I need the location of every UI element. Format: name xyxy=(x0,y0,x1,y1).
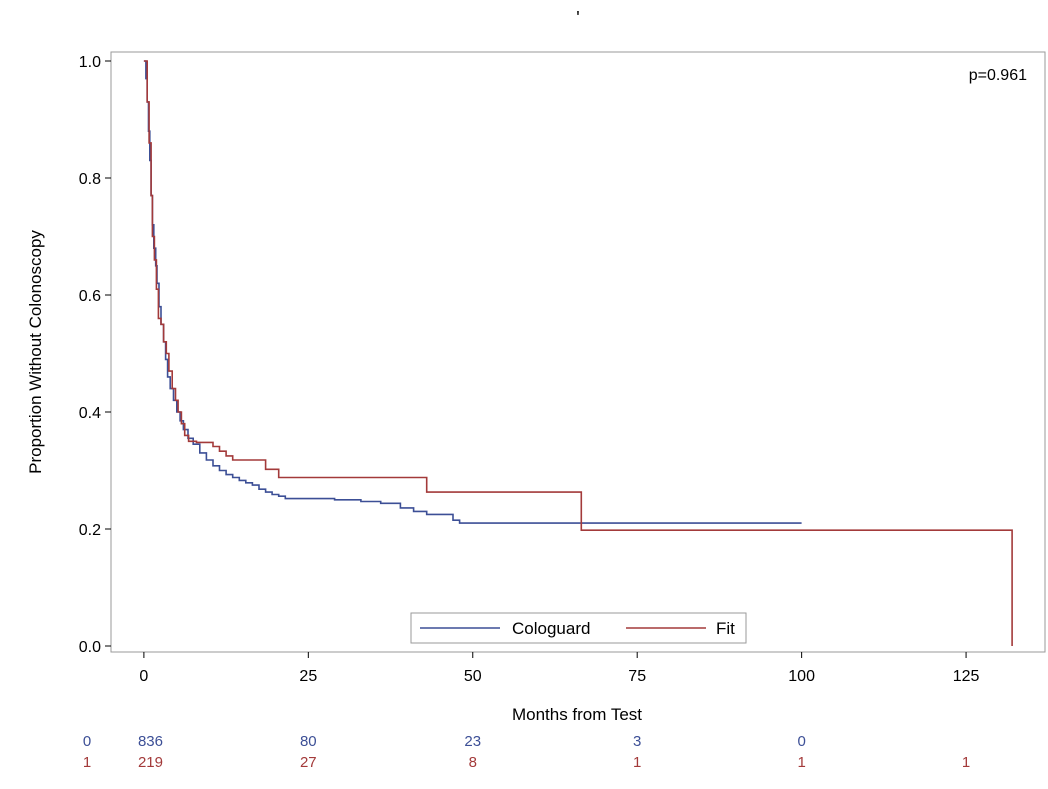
x-tick-label: 25 xyxy=(299,668,317,685)
legend-label-fit: Fit xyxy=(716,619,735,638)
risk-count: 23 xyxy=(464,733,481,750)
y-tick-label: 0.6 xyxy=(79,288,101,305)
y-tick-label: 0.8 xyxy=(79,171,101,188)
risk-count: 1 xyxy=(633,754,641,771)
y-axis: 0.0 0.2 0.4 0.6 0.8 1.0 xyxy=(79,54,111,656)
x-tick-label: 50 xyxy=(464,668,482,685)
risk-count: 836 xyxy=(138,733,163,750)
x-tick-label: 75 xyxy=(628,668,646,685)
risk-count: 219 xyxy=(138,754,163,771)
x-axis: 0 25 50 75 100 125 xyxy=(139,652,980,685)
number-at-risk-table: 0 836 80 23 3 0 1 219 27 8 1 1 1 xyxy=(83,733,970,771)
plot-area-frame xyxy=(110,51,1046,653)
x-tick-label: 0 xyxy=(139,668,148,685)
survival-curves xyxy=(143,60,1013,646)
y-tick-label: 0.0 xyxy=(79,639,101,656)
legend: Cologuard Fit xyxy=(410,612,747,644)
x-tick-label: 100 xyxy=(788,668,815,685)
chart-title: ' xyxy=(576,8,579,28)
risk-count: 8 xyxy=(469,754,477,771)
p-value-annotation: p=0.961 xyxy=(969,67,1027,84)
y-tick-label: 1.0 xyxy=(79,54,101,71)
y-tick-label: 0.4 xyxy=(79,405,101,422)
risk-count: 3 xyxy=(633,733,641,750)
risk-group-label: 1 xyxy=(83,754,91,771)
risk-group-label: 0 xyxy=(83,733,91,750)
x-tick-label: 125 xyxy=(953,668,980,685)
risk-count: 0 xyxy=(797,733,805,750)
risk-count: 80 xyxy=(300,733,317,750)
x-axis-label: Months from Test xyxy=(512,705,642,724)
series-line-cologuard xyxy=(143,60,802,524)
risk-count: 1 xyxy=(797,754,805,771)
y-axis-label: Proportion Without Colonoscopy xyxy=(26,230,45,474)
legend-label-cologuard: Cologuard xyxy=(512,619,590,638)
risk-count: 27 xyxy=(300,754,317,771)
series-line-fit xyxy=(143,60,1013,646)
y-tick-label: 0.2 xyxy=(79,522,101,539)
risk-count: 1 xyxy=(962,754,970,771)
